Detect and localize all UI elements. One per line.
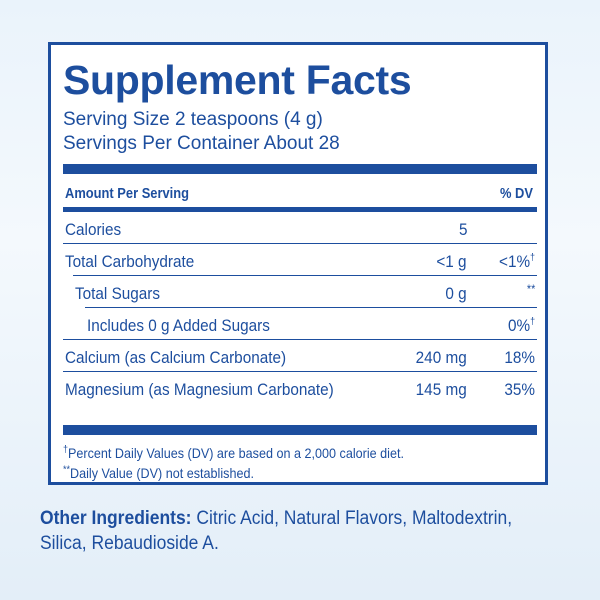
other-ingredients: Other Ingredients: Citric Acid, Natural … — [40, 506, 518, 556]
row-rule — [63, 243, 537, 244]
nutrient-row-calories: Calories 5 — [63, 212, 537, 244]
servings-per-container: Servings Per Container About 28 — [63, 133, 340, 154]
nutrient-amount: 145 mg — [415, 380, 467, 399]
nutrient-name: Includes 0 g Added Sugars — [87, 316, 270, 335]
bottom-divider — [63, 425, 537, 435]
nutrient-amount: 240 mg — [415, 348, 467, 367]
nutrient-dv: 35% — [504, 380, 535, 399]
nutrient-amount: 5 — [458, 220, 467, 239]
supplement-facts-panel: Supplement Facts Serving Size 2 teaspoon… — [48, 42, 548, 485]
thick-divider — [63, 164, 537, 174]
nutrient-row-total-carbohydrate: Total Carbohydrate <1 g <1%† — [63, 244, 537, 276]
serving-size: Serving Size 2 teaspoons (4 g) — [63, 109, 323, 130]
other-ingredients-label: Other Ingredients: — [40, 508, 192, 529]
dv-header: % DV — [500, 185, 533, 202]
nutrient-row-magnesium: Magnesium (as Magnesium Carbonate) 145 m… — [63, 372, 537, 412]
row-rule — [73, 275, 537, 276]
amount-per-serving-header: Amount Per Serving — [65, 185, 190, 202]
nutrient-name: Calories — [65, 220, 122, 239]
nutrient-name: Magnesium (as Magnesium Carbonate) — [65, 380, 334, 399]
footnote-daily-values: †Percent Daily Values (DV) are based on … — [63, 444, 404, 461]
header-divider — [63, 207, 537, 212]
footnote-not-established: **Daily Value (DV) not established. — [63, 464, 254, 481]
nutrient-dv: 0%† — [507, 316, 535, 335]
nutrient-dv: <1%† — [498, 252, 535, 271]
row-rule — [63, 339, 537, 340]
nutrient-name: Total Carbohydrate — [65, 252, 195, 271]
nutrient-name: Calcium (as Calcium Carbonate) — [65, 348, 287, 367]
nutrient-dv: 18% — [504, 348, 535, 367]
nutrient-name: Total Sugars — [75, 284, 161, 303]
nutrient-row-total-sugars: Total Sugars 0 g ** — [63, 276, 537, 308]
nutrient-row-added-sugars: Includes 0 g Added Sugars 0%† — [63, 308, 537, 340]
row-rule — [63, 371, 537, 372]
nutrient-amount: 0 g — [445, 284, 467, 303]
nutrient-dv: ** — [526, 282, 535, 296]
panel-title: Supplement Facts — [63, 57, 412, 103]
nutrient-row-calcium: Calcium (as Calcium Carbonate) 240 mg 18… — [63, 340, 537, 372]
row-rule — [85, 307, 537, 308]
nutrient-amount: <1 g — [436, 252, 467, 271]
other-ingredients-text: Citric Acid, Natural Flavors, Maltodextr… — [40, 508, 513, 554]
